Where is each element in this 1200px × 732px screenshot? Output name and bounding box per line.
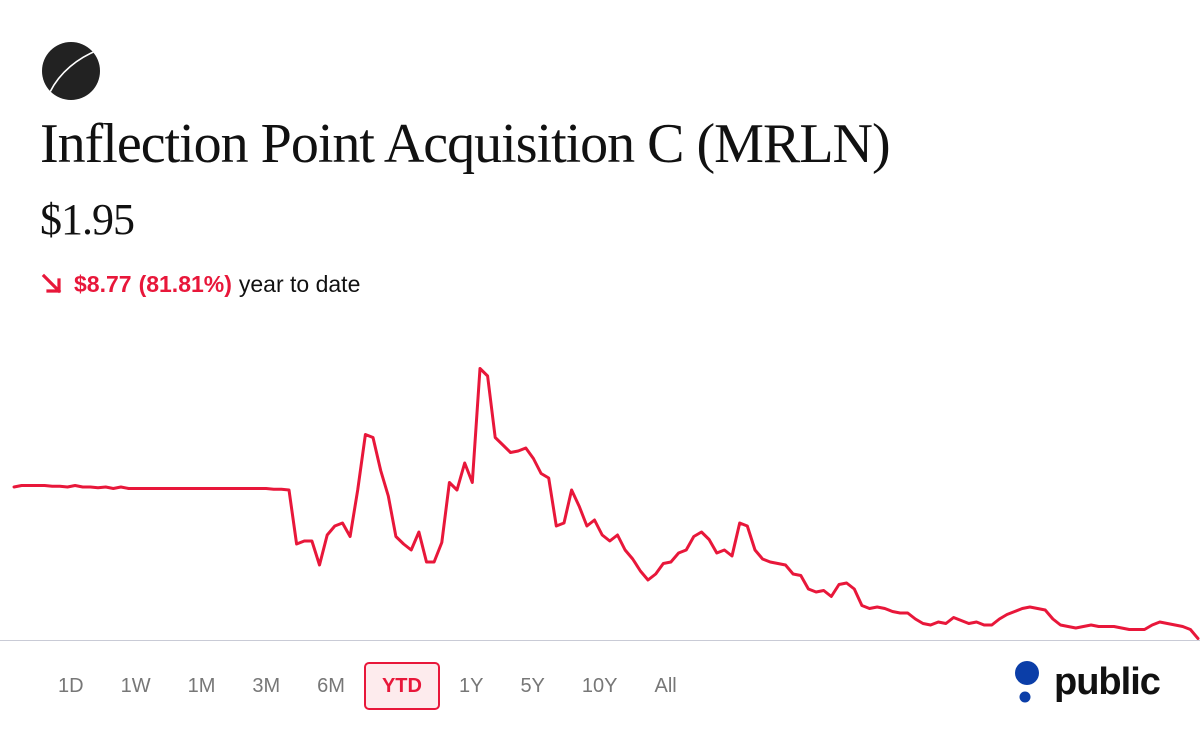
current-price: $1.95 [40, 195, 135, 244]
price-change: $8.77 (81.81%) year to date [40, 268, 360, 300]
range-option-3m[interactable]: 3M [252, 674, 281, 697]
range-option-1w[interactable]: 1W [120, 674, 151, 697]
range-option-5y[interactable]: 5Y [520, 674, 545, 697]
page-title: Inflection Point Acquisition C (MRLN) [40, 113, 891, 175]
range-option-1m[interactable]: 1M [187, 674, 216, 697]
range-option-1d[interactable]: 1D [58, 674, 84, 697]
change-percent: (81.81%) [138, 270, 232, 297]
public-dot-icon [1015, 661, 1039, 703]
arrow-down-right-icon [41, 273, 62, 294]
range-option-ytd[interactable]: YTD [363, 662, 440, 710]
change-period-label: year to date [238, 270, 361, 297]
brand-name: public [1054, 660, 1161, 703]
price-series-line [12, 367, 1200, 640]
chart-baseline [0, 640, 1200, 641]
company-logo [42, 42, 100, 100]
brand-logo: public [1012, 658, 1161, 706]
circle-slash-logo [49, 49, 99, 93]
time-range-selector: 1D 1W 1M 3M 6M YTD 1Y 5Y 10Y All [40, 660, 696, 712]
range-option-10y[interactable]: 10Y [581, 674, 618, 697]
price-chart [12, 367, 1200, 640]
change-amount: $8.77 [74, 270, 132, 297]
range-option-1y[interactable]: 1Y [458, 674, 484, 697]
range-option-6m[interactable]: 6M [317, 674, 345, 697]
range-option-all[interactable]: All [654, 674, 677, 697]
